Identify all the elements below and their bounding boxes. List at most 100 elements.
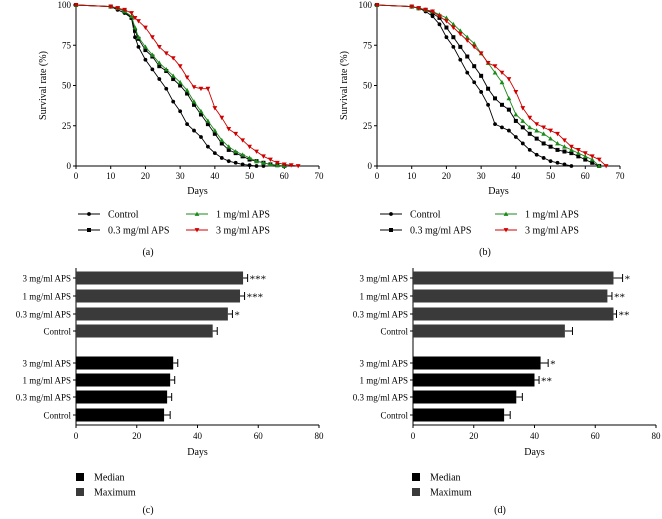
data-point xyxy=(192,128,196,133)
data-point xyxy=(132,15,138,21)
legend-swatch xyxy=(76,473,84,481)
legend-swatch-marker xyxy=(87,228,91,232)
data-point xyxy=(555,147,560,152)
data-point xyxy=(562,138,567,143)
panel-label: (c) xyxy=(142,505,153,516)
data-point xyxy=(493,96,498,101)
series-line xyxy=(75,4,285,167)
data-point xyxy=(254,158,259,164)
x-tick-label: 50 xyxy=(245,171,255,181)
legend-swatch xyxy=(412,488,420,496)
significance-label: *** xyxy=(247,292,263,304)
data-point xyxy=(430,14,435,19)
data-point xyxy=(457,32,463,37)
x-tick-label: 10 xyxy=(407,171,417,181)
category-label: 0.3 mg/ml APS xyxy=(353,393,408,403)
data-point xyxy=(451,35,456,40)
data-point xyxy=(212,128,218,133)
data-point xyxy=(295,164,301,169)
category-label: 0.3 mg/ml APS xyxy=(16,310,71,320)
data-point xyxy=(143,25,148,30)
x-tick-label: 40 xyxy=(210,171,220,181)
data-point xyxy=(150,67,155,72)
data-point xyxy=(132,25,138,30)
data-point xyxy=(507,128,511,133)
bar xyxy=(413,289,608,303)
data-point xyxy=(157,64,162,69)
data-point xyxy=(548,128,553,133)
data-point xyxy=(177,79,183,85)
bar-group-median: 3 mg/ml APS 1 mg/ml APS 0.3 mg/ml APS Contr… xyxy=(16,356,179,422)
series-line xyxy=(75,4,299,167)
data-point xyxy=(520,106,526,111)
x-tick-label: 0 xyxy=(74,171,79,181)
category-label: Control xyxy=(43,411,71,421)
legend-label: 1 mg/ml APS xyxy=(525,210,579,221)
legend-swatch xyxy=(412,473,420,481)
data-point xyxy=(219,137,225,143)
legend-swatch-marker xyxy=(389,212,393,216)
bar xyxy=(413,390,517,404)
category-label: 3 mg/ml APS xyxy=(359,274,408,284)
bar xyxy=(76,324,213,338)
data-point xyxy=(596,163,602,168)
data-point xyxy=(464,38,470,43)
data-point xyxy=(444,19,449,24)
data-point xyxy=(486,102,490,107)
data-point xyxy=(437,22,442,27)
legend-item-median: Median xyxy=(412,473,461,484)
y-tick-label: 25 xyxy=(363,121,373,131)
data-point xyxy=(527,115,533,121)
line-chart-b: 0 10 20 30 40 50 60 70 0 25 50 75 100 Days Survival ra… xyxy=(339,0,625,258)
data-point xyxy=(219,115,225,121)
data-point xyxy=(184,87,190,93)
bar xyxy=(76,408,165,422)
data-point xyxy=(458,44,463,49)
category-label: Control xyxy=(43,327,71,337)
data-point xyxy=(541,156,546,160)
legend-swatch-marker xyxy=(87,212,91,216)
y-tick-label: 0 xyxy=(67,161,72,171)
data-point xyxy=(247,144,252,150)
x-axis-label: Days xyxy=(187,186,208,197)
significance-label: * xyxy=(625,274,631,286)
series-control xyxy=(375,3,574,168)
data-point xyxy=(184,75,190,80)
data-point xyxy=(562,149,567,154)
data-point xyxy=(582,153,588,159)
data-point xyxy=(555,131,560,137)
bar xyxy=(413,324,565,338)
data-point xyxy=(541,125,547,130)
y-tick-label: 25 xyxy=(62,121,72,131)
data-point xyxy=(582,151,588,156)
x-tick-label: 0 xyxy=(375,171,380,181)
significance-label: ** xyxy=(541,376,552,388)
data-point xyxy=(205,86,211,92)
y-tick-label: 75 xyxy=(62,40,72,50)
data-point xyxy=(281,162,287,167)
series-line xyxy=(75,4,285,167)
data-point xyxy=(164,86,169,91)
bar xyxy=(413,307,614,321)
legend-label: Median xyxy=(430,473,461,484)
x-tick-label: 60 xyxy=(280,171,290,181)
bar xyxy=(76,356,174,370)
category-label: 1 mg/ml APS xyxy=(359,376,408,386)
data-point xyxy=(534,128,540,133)
panel-label: (b) xyxy=(479,247,491,258)
x-tick-label: 0 xyxy=(74,431,79,441)
legend-label: 3 mg/ml APS xyxy=(216,226,270,237)
data-point xyxy=(233,160,238,165)
panel-label: (a) xyxy=(142,247,153,258)
x-axis-label: Days xyxy=(187,447,208,458)
data-point xyxy=(261,160,266,165)
data-point xyxy=(589,157,595,162)
data-point xyxy=(268,161,273,167)
category-label: 1 mg/ml APS xyxy=(22,292,71,302)
data-point xyxy=(192,102,197,107)
legend-item-maximum: Maximum xyxy=(76,488,136,499)
data-point xyxy=(458,57,463,62)
data-point xyxy=(198,86,204,92)
